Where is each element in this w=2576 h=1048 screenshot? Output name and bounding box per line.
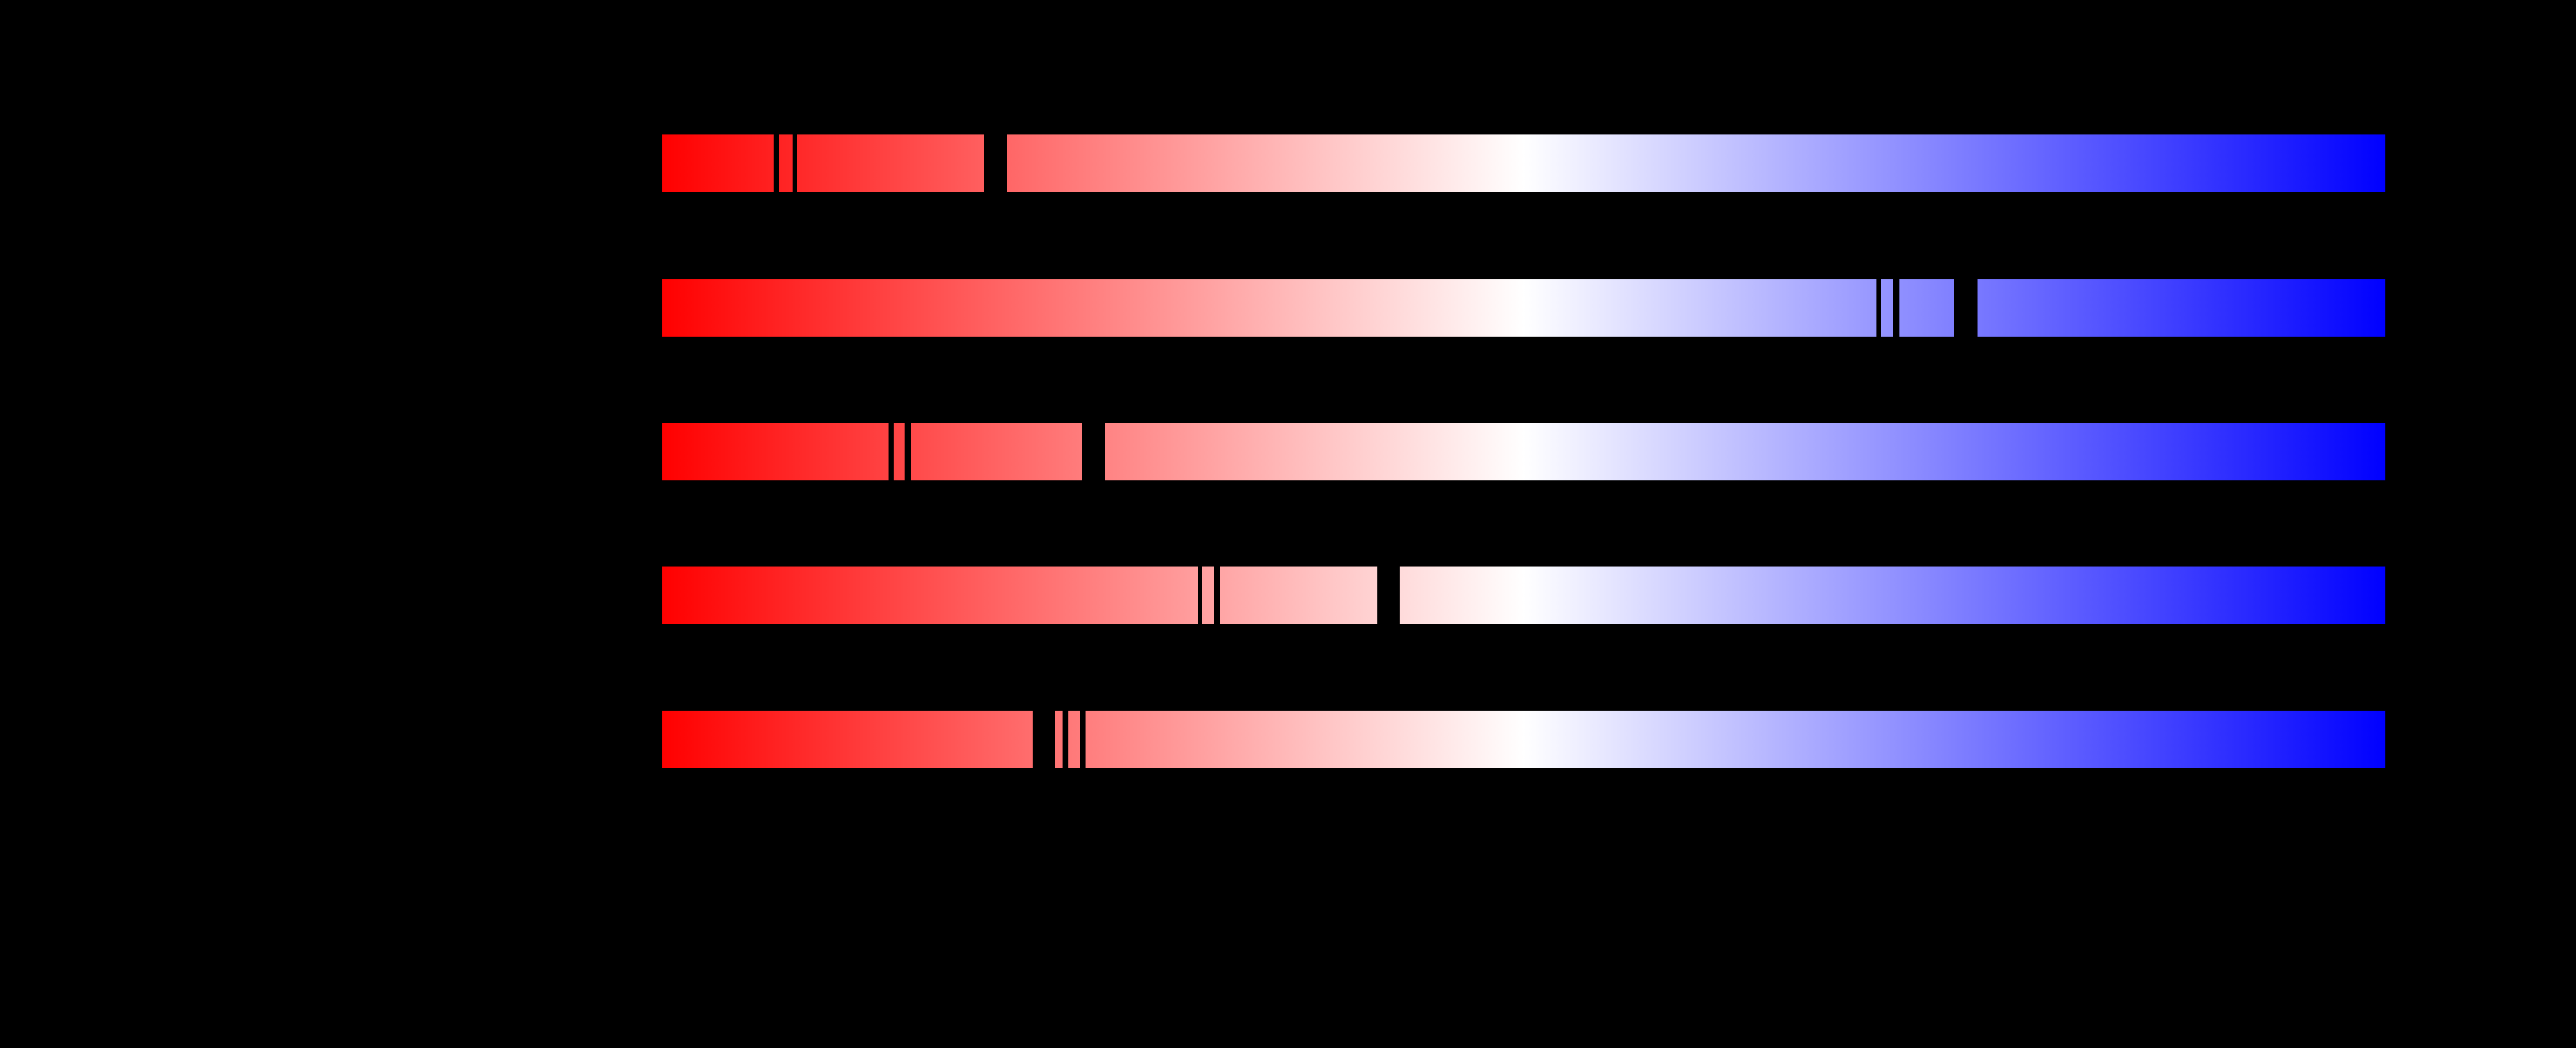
bar-5-thin-marker-1 (1063, 711, 1068, 768)
bar-1-thin-marker-1 (774, 134, 779, 192)
bar-4-thin-marker-1 (1198, 567, 1202, 624)
bar-2-gradient-strip (662, 279, 2385, 337)
bar-1-thin-marker-2 (793, 134, 797, 192)
bar-2-thin-marker-2 (1893, 279, 1899, 337)
bar-4-gradient-strip (662, 567, 2385, 624)
bar-5-thick-marker (1033, 711, 1055, 768)
bar-5-gradient-strip (662, 711, 2385, 768)
bar-3-thin-marker-1 (889, 423, 894, 480)
bar-4-thin-marker-2 (1214, 567, 1220, 624)
bar-3-thick-marker (1082, 423, 1105, 480)
bar-4-thick-marker (1377, 567, 1400, 624)
bar-5-thin-marker-2 (1080, 711, 1086, 768)
bar-2-thin-marker-1 (1876, 279, 1881, 337)
bar-2-thick-marker (1954, 279, 1978, 337)
bar-3-gradient-strip (662, 423, 2385, 480)
bar-1-thick-marker (984, 134, 1007, 192)
bar-1-gradient-strip (662, 134, 2385, 192)
bar-3-thin-marker-2 (905, 423, 911, 480)
